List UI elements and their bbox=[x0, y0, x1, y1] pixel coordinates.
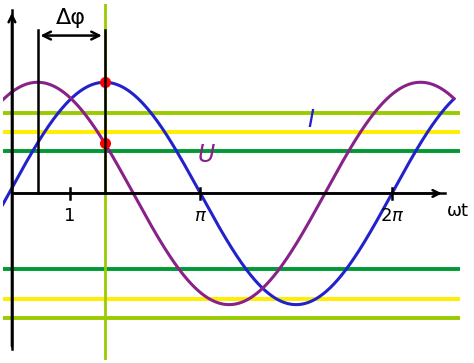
Text: $2\pi$: $2\pi$ bbox=[380, 207, 404, 225]
Text: $\pi$: $\pi$ bbox=[194, 207, 207, 225]
Text: U: U bbox=[198, 143, 215, 167]
Text: Δφ: Δφ bbox=[56, 8, 86, 28]
Text: I: I bbox=[308, 108, 315, 132]
Text: ωt: ωt bbox=[447, 202, 469, 220]
Text: 1: 1 bbox=[64, 207, 75, 225]
